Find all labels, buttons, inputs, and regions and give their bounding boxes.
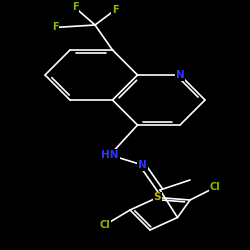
Text: S: S bbox=[154, 192, 161, 202]
Text: N: N bbox=[138, 160, 147, 170]
Text: Cl: Cl bbox=[100, 220, 110, 230]
Text: N: N bbox=[176, 70, 184, 80]
Text: F: F bbox=[52, 22, 58, 32]
Text: Cl: Cl bbox=[210, 182, 220, 192]
Text: F: F bbox=[112, 5, 118, 15]
Text: F: F bbox=[72, 2, 78, 12]
Text: HN: HN bbox=[101, 150, 119, 160]
